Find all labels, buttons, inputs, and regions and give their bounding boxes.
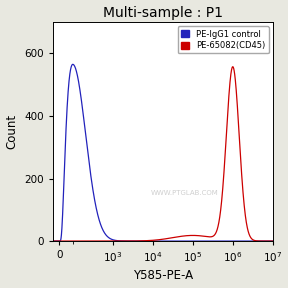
Text: WWW.PTGLAB.COM: WWW.PTGLAB.COM	[151, 190, 219, 196]
Y-axis label: Count: Count	[5, 114, 18, 149]
X-axis label: Y585-PE-A: Y585-PE-A	[133, 270, 193, 283]
Title: Multi-sample : P1: Multi-sample : P1	[103, 5, 223, 20]
Legend: PE-IgG1 control, PE-65082(CD45): PE-IgG1 control, PE-65082(CD45)	[178, 26, 269, 54]
